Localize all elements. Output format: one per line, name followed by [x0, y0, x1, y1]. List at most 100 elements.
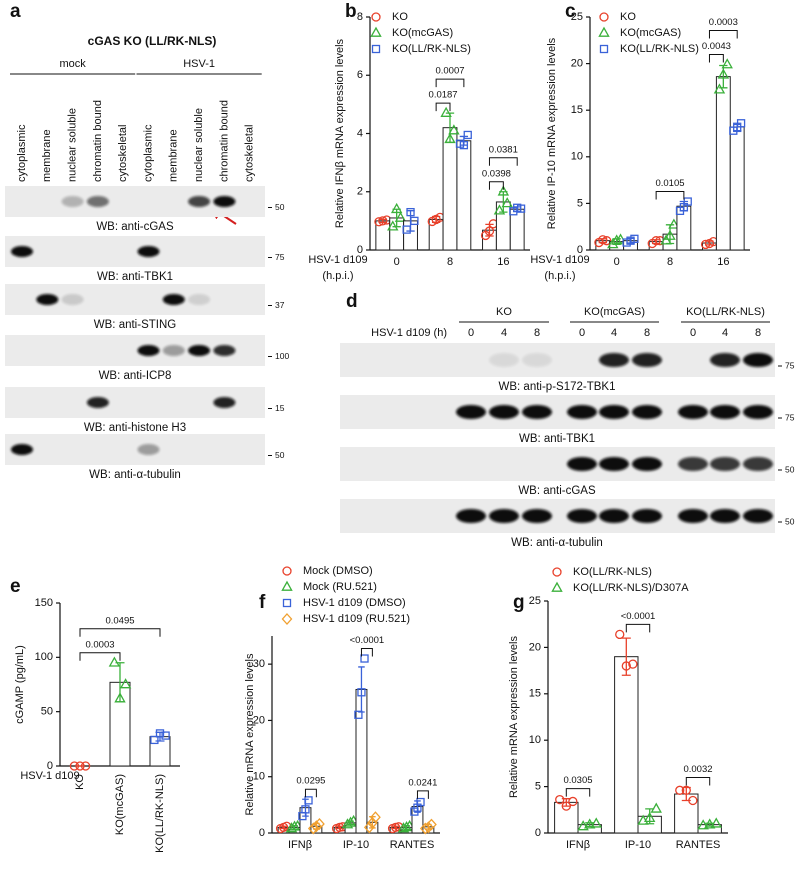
band	[522, 353, 552, 367]
p-value: 0.0241	[408, 777, 437, 788]
data-point	[493, 204, 506, 215]
band	[162, 345, 185, 356]
y-tick-label: 10	[253, 771, 265, 783]
band	[710, 457, 740, 471]
band	[188, 294, 211, 305]
data-point	[484, 226, 495, 236]
band	[599, 509, 629, 523]
x-tick-label: 8	[667, 256, 673, 268]
data-point	[630, 234, 639, 243]
blot-title: cGAS KO (LL/RK-NLS)	[88, 34, 217, 48]
data-point	[304, 796, 313, 805]
band	[213, 196, 236, 207]
legend-label: KO	[620, 11, 636, 23]
x-tick-label: RANTES	[390, 839, 435, 851]
blot-label: WB: anti-STING	[94, 319, 176, 331]
band	[599, 405, 629, 419]
y-tick-label: 0	[535, 827, 541, 839]
bar	[715, 76, 731, 251]
band	[61, 196, 84, 207]
y-tick-label: 0	[47, 760, 53, 772]
data-point	[610, 234, 623, 245]
legend-label: KO	[392, 11, 408, 23]
data-point	[161, 731, 170, 740]
data-point	[681, 785, 691, 795]
x-tick-label: RANTES	[676, 839, 721, 851]
legend-label: KO(LL/RK-NLS)/D307A	[573, 582, 689, 594]
lane-label: nuclear soluble	[193, 108, 205, 182]
blot-label: WB: anti-α-tubulin	[511, 537, 603, 549]
data-point	[717, 68, 730, 79]
significance-bracket	[416, 790, 429, 799]
y-tick-label: 8	[357, 11, 363, 23]
y-tick-label: 5	[577, 197, 583, 209]
data-point	[307, 822, 319, 835]
data-point	[668, 218, 680, 229]
error-bar	[621, 637, 631, 676]
data-point	[344, 816, 357, 827]
y-tick-label: 4	[357, 127, 363, 139]
data-point	[354, 710, 363, 719]
bar	[614, 656, 639, 834]
blot-strip	[340, 343, 775, 377]
significance-bracket	[435, 78, 465, 88]
mw-marker: 75	[785, 412, 795, 422]
band	[456, 405, 486, 419]
blot-strip	[340, 395, 775, 429]
band	[188, 196, 211, 207]
significance-bracket	[625, 623, 651, 633]
p-value: 0.0043	[702, 41, 731, 52]
legend-marker	[281, 613, 293, 625]
data-point	[651, 236, 661, 246]
lane-label: nuclear soluble	[67, 108, 79, 182]
data-point	[390, 202, 403, 214]
y-tick-label: 15	[571, 104, 583, 116]
legend-marker	[282, 566, 292, 576]
y-tick-label: 25	[571, 11, 583, 23]
lane-label: membrane	[168, 129, 180, 182]
data-point	[370, 811, 381, 824]
data-point	[448, 124, 460, 135]
mw-marker: 75	[275, 252, 285, 262]
y-tick-label: 0	[577, 244, 583, 256]
legend-label: HSV-1 d109 (RU.521)	[303, 613, 410, 625]
group-label: KO(mcGAS)	[584, 306, 645, 318]
x-axis-label: (h.p.i.)	[322, 270, 353, 282]
data-point	[577, 820, 589, 831]
data-point	[688, 795, 698, 806]
data-point	[516, 204, 526, 213]
data-point	[69, 761, 80, 771]
y-tick-label: 100	[35, 651, 53, 663]
legend-label: KO(LL/RK-NLS)	[392, 43, 471, 55]
data-point	[501, 197, 513, 208]
data-point	[155, 729, 165, 738]
band	[710, 509, 740, 523]
bar	[729, 126, 745, 251]
significance-bracket	[655, 191, 685, 200]
p-value: 0.0003	[709, 17, 738, 28]
panel-label: g	[513, 592, 525, 613]
x-tick-label: 16	[497, 256, 509, 268]
lane-label: 0	[690, 327, 696, 339]
data-point	[363, 821, 375, 834]
band	[599, 353, 629, 367]
mw-marker: 15	[275, 403, 285, 413]
lane-label: 8	[534, 327, 540, 339]
legend-marker	[371, 12, 381, 22]
y-tick-label: 10	[529, 734, 541, 746]
p-value: 0.0398	[482, 168, 511, 179]
x-tick-label: 8	[447, 256, 453, 268]
band	[522, 509, 552, 523]
y-tick-label: 10	[571, 151, 583, 163]
data-point	[410, 216, 419, 226]
y-tick-label: 25	[529, 595, 541, 607]
band	[710, 353, 740, 367]
band	[678, 509, 708, 523]
data-point	[394, 211, 407, 222]
legend-marker	[599, 12, 609, 22]
data-point	[628, 659, 638, 669]
band	[743, 405, 773, 419]
legend-marker	[281, 580, 293, 591]
legend-marker	[598, 26, 610, 37]
blot-label: WB: anti-p-S172-TBK1	[499, 381, 616, 393]
